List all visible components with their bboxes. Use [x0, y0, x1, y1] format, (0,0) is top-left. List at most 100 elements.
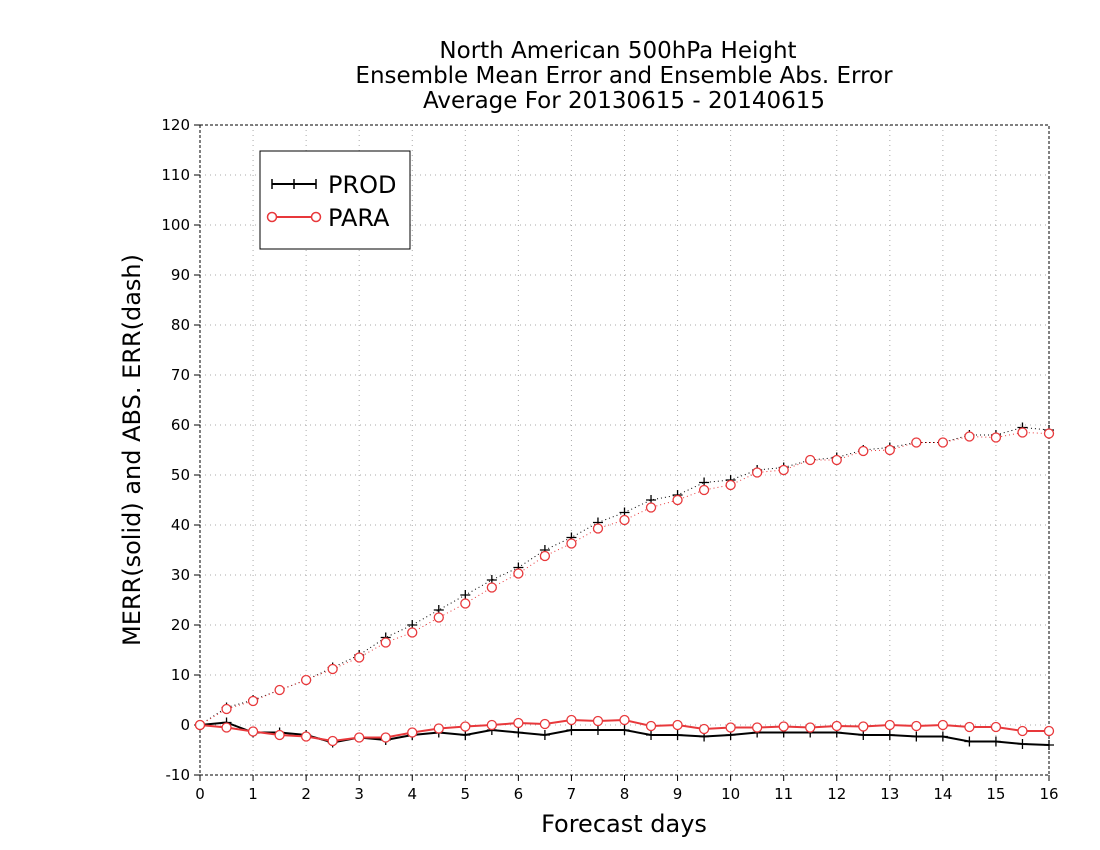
para-abs-err-point — [990, 432, 1002, 443]
para-merr-point — [645, 720, 657, 732]
para-merr-point — [752, 722, 763, 733]
para-abs-err-point — [486, 582, 497, 593]
y-tick-label: 100 — [161, 216, 190, 234]
para-merr-point — [858, 721, 869, 732]
prod-merr-point — [646, 730, 657, 740]
prod-merr-point — [964, 736, 975, 747]
y-tick-label: 120 — [161, 116, 190, 134]
y-tick-label: 10 — [171, 666, 190, 684]
para-merr-point — [460, 721, 471, 732]
y-tick-label: 0 — [180, 716, 190, 734]
para-abs-err-point — [698, 484, 710, 496]
prod-merr-point — [566, 725, 577, 735]
prod-merr-point — [937, 731, 948, 742]
para-abs-err-point — [831, 454, 842, 466]
para-merr-point — [619, 714, 630, 726]
para-merr-point — [300, 731, 312, 742]
para-abs-err-point — [274, 684, 285, 696]
x-tick-label: 2 — [301, 785, 311, 803]
para-merr-point — [725, 722, 736, 733]
para-merr-point — [539, 718, 551, 730]
para-abs-err-point — [592, 523, 604, 534]
para-abs-err-point — [354, 652, 365, 663]
para-abs-err-point — [884, 444, 895, 456]
para-abs-err-point — [407, 627, 418, 638]
para-merr-point — [831, 720, 842, 732]
prod-merr-point — [1017, 739, 1028, 749]
para-abs-err-point — [247, 695, 259, 707]
y-tick-label: 40 — [171, 516, 190, 534]
para-abs-err-point — [964, 431, 975, 442]
para-abs-err-point — [725, 479, 736, 491]
x-tick-label: 9 — [673, 785, 683, 803]
y-tick-label: 30 — [171, 566, 190, 584]
prod-merr-point — [460, 730, 471, 740]
y-tick-label: 90 — [171, 266, 190, 284]
y-tick-label: 60 — [171, 416, 190, 434]
x-tick-label: 8 — [620, 785, 630, 803]
para-abs-err-point — [300, 674, 312, 686]
para-merr-point — [698, 723, 710, 735]
para-merr-point — [486, 719, 497, 731]
prod-merr-point — [672, 730, 683, 740]
legend-para-marker-icon — [266, 211, 278, 223]
x-tick-label: 15 — [986, 785, 1005, 803]
para-abs-err-point — [858, 445, 869, 457]
y-tick-label: 70 — [171, 366, 190, 384]
prod-merr-point — [990, 736, 1001, 747]
chart-title-line-3: Average For 20130615 - 20140615 — [423, 88, 825, 114]
legend-para-marker-icon — [310, 211, 322, 223]
para-abs-err-point — [380, 637, 391, 648]
prod-merr-point — [539, 730, 550, 740]
para-merr-point — [327, 735, 338, 747]
para-abs-err-point — [433, 612, 444, 623]
para-merr-point — [433, 723, 444, 734]
x-tick-label: 1 — [248, 785, 258, 803]
y-tick-label: 20 — [171, 616, 190, 634]
para-abs-err-point — [513, 568, 524, 579]
para-abs-err-point — [937, 437, 949, 448]
prod-merr-point — [884, 730, 895, 740]
x-tick-label: 11 — [774, 785, 793, 803]
x-tick-label: 0 — [195, 785, 205, 803]
para-merr-point — [672, 719, 683, 731]
x-tick-label: 7 — [567, 785, 577, 803]
prod-merr-point — [911, 731, 922, 742]
prod-merr-point — [592, 725, 603, 735]
para-abs-err-point — [778, 464, 789, 476]
prod-merr-point — [513, 727, 524, 738]
para-merr-point — [592, 715, 604, 727]
para-merr-point — [566, 714, 577, 726]
para-merr-point — [1043, 725, 1055, 737]
legend: PROD PARA — [259, 150, 411, 250]
x-tick-label: 4 — [407, 785, 417, 803]
y-tick-label: -10 — [166, 766, 191, 784]
para-merr-point — [884, 719, 895, 731]
x-tick-label: 5 — [461, 785, 471, 803]
para-merr-point — [990, 721, 1002, 733]
para-abs-err-point — [327, 663, 338, 675]
x-tick-label: 14 — [933, 785, 952, 803]
x-tick-label: 6 — [514, 785, 524, 803]
para-abs-err-point — [221, 703, 232, 715]
para-abs-err-point — [752, 467, 763, 478]
para-merr-point — [221, 722, 232, 733]
para-merr-point — [194, 719, 206, 731]
data-layer — [194, 422, 1055, 750]
para-merr-point — [354, 732, 365, 743]
para-abs-err-point — [539, 550, 551, 562]
para-abs-err-point — [911, 437, 922, 448]
prod-abs-err-point — [460, 590, 471, 600]
para-merr-point — [911, 720, 922, 732]
x-axis-title: Forecast days — [541, 810, 707, 838]
para-abs-err-point — [460, 598, 471, 609]
para-merr-point — [407, 727, 418, 738]
legend-box — [259, 150, 411, 250]
y-tick-label: 110 — [161, 166, 190, 184]
x-tick-label: 16 — [1039, 785, 1058, 803]
para-abs-err-line — [199, 431, 1050, 726]
chart-title-line-1: North American 500hPa Height — [439, 38, 796, 64]
y-tick-label: 50 — [171, 466, 190, 484]
y-axis-title: MERR(solid) and ABS. ERR(dash) — [118, 254, 146, 646]
